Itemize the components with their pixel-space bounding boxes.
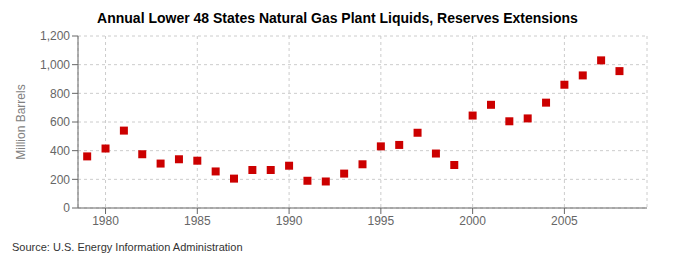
svg-text:1980: 1980 [92, 214, 119, 228]
svg-text:600: 600 [50, 115, 70, 129]
svg-text:800: 800 [50, 87, 70, 101]
html-text:Annual Lower 48 States Natural: Annual Lower 48 States Natural Gas Plant… [97, 10, 578, 26]
svg-text:1,200: 1,200 [40, 29, 70, 43]
html-text:Source: U.S. Energy Informatio: Source: U.S. Energy Information Administ… [12, 241, 243, 253]
svg-text:Million Barrels: Million Barrels [14, 84, 28, 159]
svg-text:0: 0 [63, 201, 70, 215]
svg-text:1995: 1995 [368, 214, 395, 228]
svg-text:1,000: 1,000 [40, 58, 70, 72]
svg-text:400: 400 [50, 144, 70, 158]
svg-text:2000: 2000 [459, 214, 486, 228]
svg-text:1990: 1990 [276, 214, 303, 228]
svg-text:200: 200 [50, 173, 70, 187]
svg-text:1985: 1985 [184, 214, 211, 228]
svg-text:2005: 2005 [551, 214, 578, 228]
